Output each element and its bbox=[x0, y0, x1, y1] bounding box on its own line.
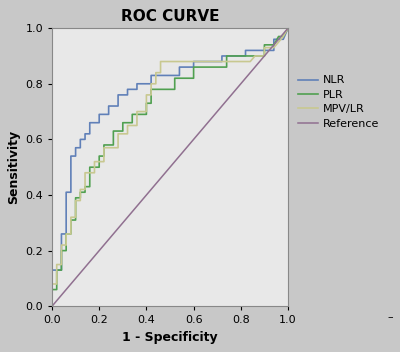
Y-axis label: Sensitivity: Sensitivity bbox=[7, 130, 20, 204]
Legend: NLR, PLR, MPV/LR, Reference: NLR, PLR, MPV/LR, Reference bbox=[298, 75, 379, 129]
Title: ROC CURVE: ROC CURVE bbox=[121, 9, 219, 24]
X-axis label: 1 - Specificity: 1 - Specificity bbox=[122, 331, 218, 344]
Text: –: – bbox=[387, 312, 393, 322]
